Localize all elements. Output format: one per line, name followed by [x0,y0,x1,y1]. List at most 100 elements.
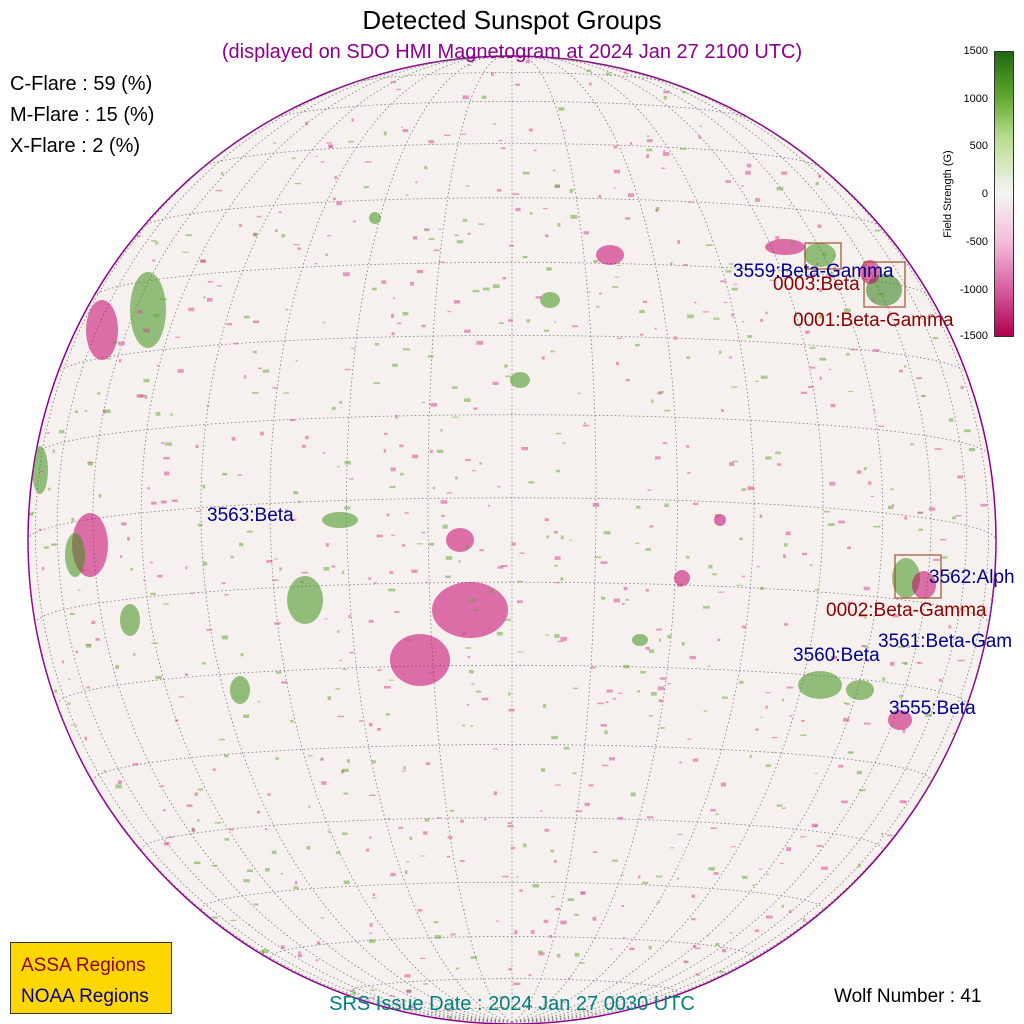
field-speckle [253,903,259,906]
field-speckle [658,390,664,394]
field-speckle [802,552,807,556]
field-speckle [662,152,670,156]
field-speckle [428,140,435,144]
field-speckle [151,240,157,242]
field-speckle [150,561,153,564]
field-speckle [650,691,657,696]
field-speckle [293,491,299,495]
field-speckle [569,189,574,192]
field-speckle [335,851,341,855]
field-speckle [646,139,653,143]
field-speckle [258,367,262,369]
field-speckle [281,681,288,684]
field-speckle [469,599,477,602]
field-speckle [656,902,660,904]
x-flare-probability: X-Flare : 2 (%) [10,135,141,157]
field-speckle [243,375,247,379]
field-speckle [261,949,269,953]
field-speckle [801,720,805,722]
field-speckle [317,940,320,945]
field-speckle [409,1008,416,1011]
field-speckle [561,442,566,444]
field-speckle [952,516,957,520]
field-speckle [725,270,732,273]
field-speckle [301,571,309,574]
field-speckle [423,831,428,835]
field-speckle [765,692,771,694]
field-speckle [468,670,474,674]
field-speckle [765,456,772,460]
field-speckle [734,283,738,285]
field-speckle [847,601,852,605]
region-label-0001: 0001:Beta-Gamma [793,310,954,331]
field-speckle [54,689,58,693]
field-speckle [625,217,631,220]
field-speckle [710,808,716,812]
field-speckle [621,905,624,907]
field-speckle [95,638,100,641]
field-speckle [610,948,613,950]
field-speckle [237,474,242,476]
region-legend: ASSA Regions NOAA Regions [10,942,172,1014]
field-speckle [467,64,472,66]
field-patch [86,300,118,360]
field-speckle [612,859,618,862]
field-speckle [588,291,591,293]
field-speckle [420,957,426,959]
field-speckle [395,414,398,419]
field-speckle [625,598,630,601]
field-speckle [635,343,640,347]
region-box-3559 [804,242,842,270]
field-speckle [508,967,512,971]
field-speckle [369,836,372,839]
field-speckle [260,431,264,436]
field-speckle [808,386,814,388]
field-speckle [781,171,788,175]
field-speckle [343,880,350,885]
field-speckle [81,569,86,572]
field-speckle [465,545,469,549]
field-speckle [574,952,580,957]
field-speckle [273,142,276,144]
field-speckle [558,107,565,111]
field-speckle [206,405,210,408]
field-speckle [689,655,696,660]
field-speckle [425,762,431,765]
field-speckle [127,536,130,541]
field-speckle [75,650,78,654]
field-speckle [323,452,326,454]
field-speckle [182,251,189,253]
field-speckle [373,582,377,584]
field-speckle [659,677,666,680]
field-speckle [462,218,468,222]
field-speckle [102,409,106,414]
field-speckle [191,828,195,833]
field-speckle [928,507,936,511]
field-speckle [84,736,87,741]
field-speckle [323,322,326,324]
field-speckle [918,528,924,531]
field-speckle [163,603,169,605]
field-speckle [417,909,423,912]
field-speckle [337,715,345,718]
field-speckle [416,269,424,274]
field-speckle [240,653,244,657]
field-speckle [285,308,289,311]
field-speckle [782,698,785,702]
field-speckle [517,651,524,653]
field-speckle [745,170,751,175]
field-speckle [331,565,336,568]
field-speckle [676,877,679,880]
field-speckle [493,791,497,796]
field-speckle [928,314,935,316]
field-speckle [359,720,364,722]
field-speckle [163,457,170,460]
field-speckle [551,735,558,740]
field-speckle [550,849,554,853]
field-speckle [717,638,721,642]
field-speckle [47,431,50,434]
field-speckle [863,722,871,725]
field-speckle [799,314,802,317]
field-speckle [256,215,262,218]
